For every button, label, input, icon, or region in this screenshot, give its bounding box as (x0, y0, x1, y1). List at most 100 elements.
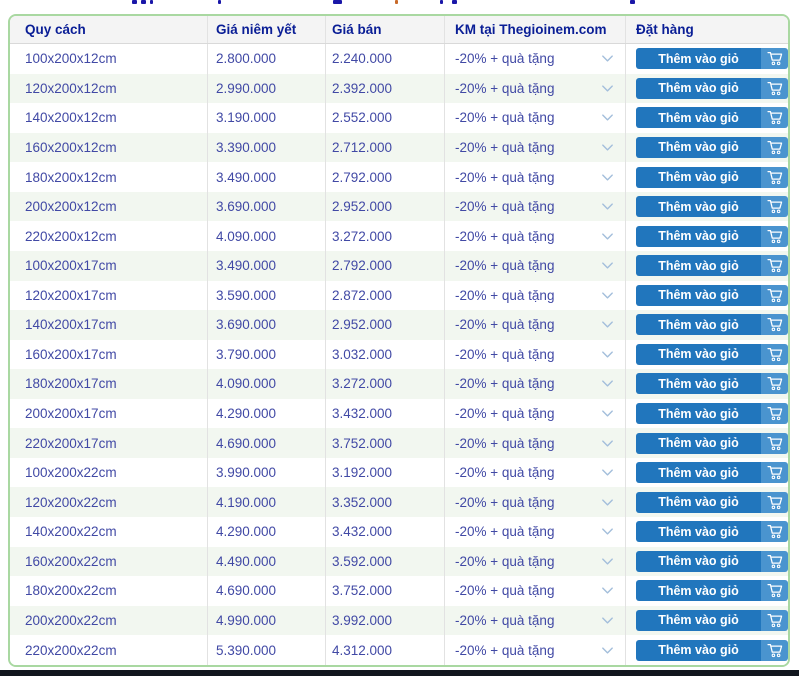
cart-icon[interactable] (761, 136, 788, 158)
title-fragment (440, 0, 443, 4)
list-price-cell: 3.490.000 (208, 250, 326, 281)
cart-icon[interactable] (761, 580, 788, 602)
promo-dropdown[interactable]: -20% + quà tặng (445, 635, 626, 665)
add-to-cart-button[interactable]: Thêm vào giỏ (636, 491, 788, 513)
cart-icon[interactable] (761, 462, 788, 484)
promo-dropdown[interactable]: -20% + quà tặng (445, 221, 626, 251)
promo-label: -20% + quà tặng (455, 169, 555, 185)
cart-icon[interactable] (761, 107, 788, 129)
add-to-cart-button[interactable]: Thêm vào giỏ (636, 48, 788, 70)
size-cell: 160x200x22cm (10, 546, 208, 577)
add-to-cart-label: Thêm vào giỏ (636, 48, 761, 70)
cart-icon[interactable] (761, 314, 788, 336)
cart-icon[interactable] (761, 196, 788, 218)
size-cell: 120x200x17cm (10, 280, 208, 311)
add-to-cart-button[interactable]: Thêm vào giỏ (636, 107, 788, 129)
add-to-cart-button[interactable]: Thêm vào giỏ (636, 550, 788, 572)
add-to-cart-label: Thêm vào giỏ (636, 403, 761, 425)
cart-icon[interactable] (761, 432, 788, 454)
table-row: 200x200x17cm 4.290.000 3.432.000 -20% + quà… (10, 398, 788, 429)
promo-dropdown[interactable]: -20% + quà tặng (445, 250, 626, 281)
promo-dropdown[interactable]: -20% + quà tặng (445, 428, 626, 458)
cart-icon[interactable] (761, 166, 788, 188)
add-to-cart-button[interactable]: Thêm vào giỏ (636, 609, 788, 631)
order-cell: Thêm vào giỏ (626, 162, 788, 192)
cart-icon[interactable] (761, 77, 788, 99)
add-to-cart-button[interactable]: Thêm vào giỏ (636, 77, 788, 99)
cart-icon[interactable] (761, 373, 788, 395)
cart-icon[interactable] (761, 550, 788, 572)
add-to-cart-button[interactable]: Thêm vào giỏ (636, 196, 788, 218)
promo-dropdown[interactable]: -20% + quà tặng (445, 369, 626, 399)
promo-dropdown[interactable]: -20% + quà tặng (445, 398, 626, 429)
sale-price-cell: 3.432.000 (326, 517, 445, 547)
header-gia-niem-yet: Giá niêm yết (208, 16, 326, 43)
list-price-cell: 4.290.000 (208, 398, 326, 429)
add-to-cart-button[interactable]: Thêm vào giỏ (636, 136, 788, 158)
promo-dropdown[interactable]: -20% + quà tặng (445, 73, 626, 104)
add-to-cart-button[interactable]: Thêm vào giỏ (636, 432, 788, 454)
promo-dropdown[interactable]: -20% + quà tặng (445, 44, 626, 74)
cart-icon[interactable] (761, 48, 788, 70)
promo-dropdown[interactable]: -20% + quà tặng (445, 103, 626, 133)
cart-icon[interactable] (761, 491, 788, 513)
cart-icon[interactable] (761, 225, 788, 247)
order-cell: Thêm vào giỏ (626, 487, 788, 517)
promo-dropdown[interactable]: -20% + quà tặng (445, 457, 626, 488)
promo-dropdown[interactable]: -20% + quà tặng (445, 310, 626, 340)
size-cell: 160x200x17cm (10, 339, 208, 370)
cart-icon[interactable] (761, 521, 788, 543)
promo-dropdown[interactable]: -20% + quà tặng (445, 576, 626, 606)
promo-dropdown[interactable]: -20% + quà tặng (445, 162, 626, 192)
chevron-down-icon (602, 321, 613, 328)
promo-label: -20% + quà tặng (455, 583, 555, 599)
order-cell: Thêm vào giỏ (626, 192, 788, 222)
add-to-cart-button[interactable]: Thêm vào giỏ (636, 403, 788, 425)
size-cell: 160x200x12cm (10, 132, 208, 163)
promo-label: -20% + quà tặng (455, 465, 555, 481)
add-to-cart-label: Thêm vào giỏ (636, 196, 761, 218)
list-price-cell: 3.790.000 (208, 339, 326, 370)
add-to-cart-button[interactable]: Thêm vào giỏ (636, 343, 788, 365)
list-price-cell: 4.090.000 (208, 221, 326, 251)
list-price-cell: 2.800.000 (208, 44, 326, 74)
clipped-page-title (0, 0, 799, 5)
add-to-cart-button[interactable]: Thêm vào giỏ (636, 284, 788, 306)
add-to-cart-button[interactable]: Thêm vào giỏ (636, 639, 788, 661)
promo-dropdown[interactable]: -20% + quà tặng (445, 191, 626, 222)
cart-icon[interactable] (761, 255, 788, 277)
add-to-cart-button[interactable]: Thêm vào giỏ (636, 255, 788, 277)
add-to-cart-button[interactable]: Thêm vào giỏ (636, 580, 788, 602)
promo-dropdown[interactable]: -20% + quà tặng (445, 517, 626, 547)
order-cell: Thêm vào giỏ (626, 428, 788, 458)
add-to-cart-button[interactable]: Thêm vào giỏ (636, 462, 788, 484)
chevron-down-icon (602, 646, 613, 654)
add-to-cart-label: Thêm vào giỏ (636, 521, 761, 543)
promo-dropdown[interactable]: -20% + quà tặng (445, 132, 626, 163)
add-to-cart-button[interactable]: Thêm vào giỏ (636, 314, 788, 336)
table-row: 160x200x12cm 3.390.000 2.712.000 -20% + quà… (10, 132, 788, 163)
cart-icon[interactable] (761, 284, 788, 306)
title-fragment (395, 0, 398, 4)
cart-icon[interactable] (761, 639, 788, 661)
promo-dropdown[interactable]: -20% + quà tặng (445, 605, 626, 636)
promo-dropdown[interactable]: -20% + quà tặng (445, 546, 626, 577)
add-to-cart-button[interactable]: Thêm vào giỏ (636, 373, 788, 395)
promo-label: -20% + quà tặng (455, 80, 555, 96)
size-cell: 200x200x12cm (10, 191, 208, 222)
list-price-cell: 4.190.000 (208, 487, 326, 517)
promo-dropdown[interactable]: -20% + quà tặng (445, 487, 626, 517)
cart-icon[interactable] (761, 609, 788, 631)
promo-label: -20% + quà tặng (455, 524, 555, 540)
promo-dropdown[interactable]: -20% + quà tặng (445, 280, 626, 311)
cart-icon[interactable] (761, 343, 788, 365)
title-fragment (132, 0, 137, 4)
add-to-cart-button[interactable]: Thêm vào giỏ (636, 225, 788, 247)
cart-icon[interactable] (761, 403, 788, 425)
sale-price-cell: 4.312.000 (326, 635, 445, 665)
promo-dropdown[interactable]: -20% + quà tặng (445, 339, 626, 370)
add-to-cart-button[interactable]: Thêm vào giỏ (636, 166, 788, 188)
table-row: 220x200x17cm 4.690.000 3.752.000 -20% + quà… (10, 428, 788, 458)
add-to-cart-button[interactable]: Thêm vào giỏ (636, 521, 788, 543)
sale-price-cell: 3.352.000 (326, 487, 445, 517)
